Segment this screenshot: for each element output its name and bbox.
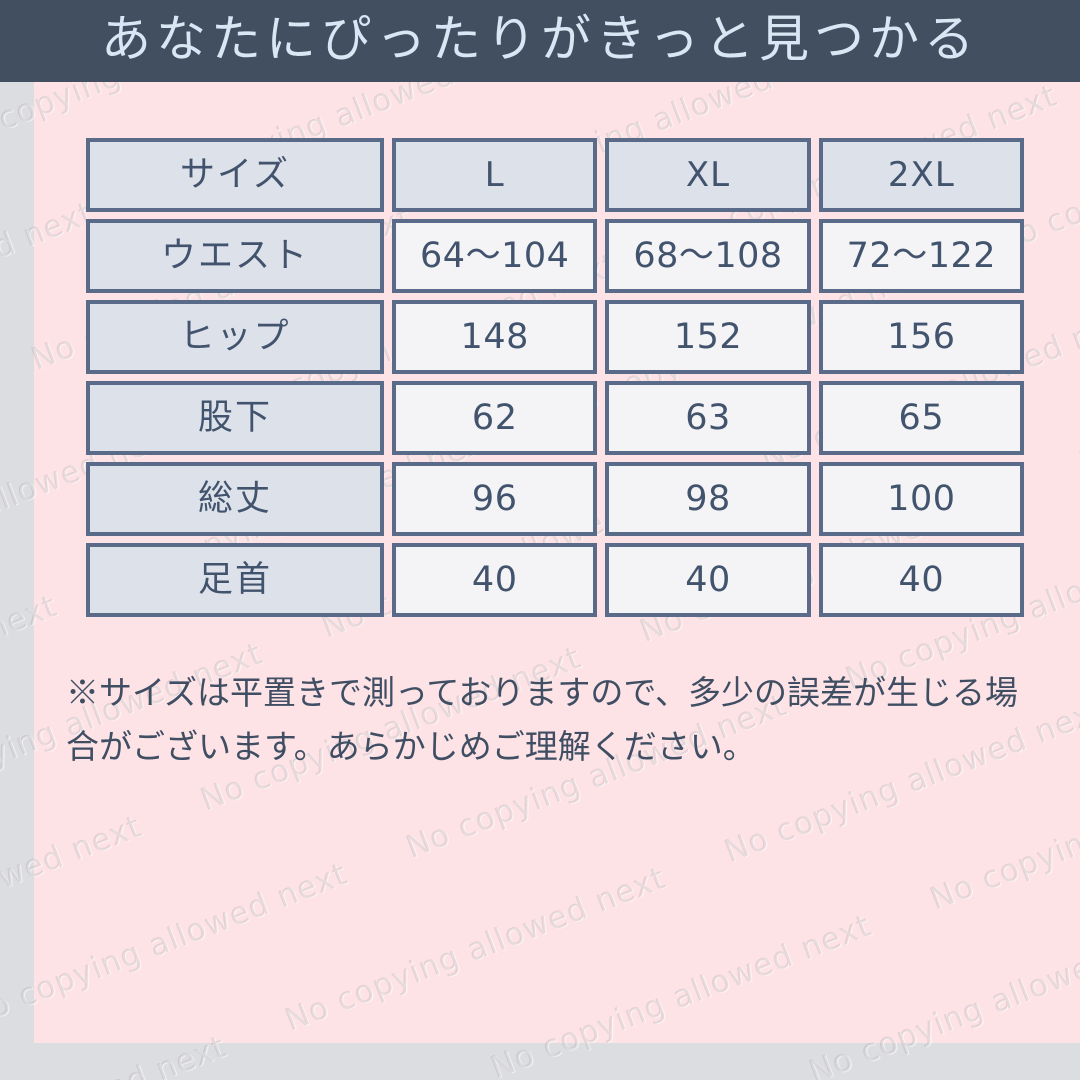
cell-hip-2xl: 156 [818,300,1024,374]
cell-inseam-l: 62 [392,381,598,455]
size-table: サイズ L XL 2XL ウエスト 64〜104 68〜108 72〜122 ヒ… [86,138,1024,617]
cell-total-length-l: 96 [392,462,598,536]
cell-ankle-xl: 40 [605,543,811,617]
cell-total-length-2xl: 100 [818,462,1024,536]
table-row: ウエスト 64〜104 68〜108 72〜122 [86,219,1024,293]
table-header-row: サイズ L XL 2XL [86,138,1024,212]
table-row: ヒップ 148 152 156 [86,300,1024,374]
row-label-total-length: 総丈 [86,462,385,536]
page-title: あなたにぴったりがきっと見つかる [101,10,979,68]
watermark-text: No copying allowed nextNo copying allowe… [37,1056,1080,1080]
row-label-inseam: 股下 [86,381,385,455]
cell-waist-l: 64〜104 [392,219,598,293]
table-row: 総丈 96 98 100 [86,462,1024,536]
row-label-waist: ウエスト [86,219,385,293]
cell-total-length-xl: 98 [605,462,811,536]
row-label-ankle: 足首 [86,543,385,617]
cell-waist-2xl: 72〜122 [818,219,1024,293]
table-row: 足首 40 40 40 [86,543,1024,617]
table-row: 股下 62 63 65 [86,381,1024,455]
cell-inseam-2xl: 65 [818,381,1024,455]
table-header-2xl: 2XL [818,138,1024,212]
cell-ankle-2xl: 40 [818,543,1024,617]
cell-hip-xl: 152 [605,300,811,374]
cell-hip-l: 148 [392,300,598,374]
table-header-xl: XL [605,138,811,212]
cell-ankle-l: 40 [392,543,598,617]
measurement-disclaimer: ※サイズは平置きで測っておりますので、多少の誤差が生じる場合がございます。あらか… [66,673,1019,766]
table-header-size: サイズ [86,138,385,212]
table-header-l: L [392,138,598,212]
cell-inseam-xl: 63 [605,381,811,455]
row-label-hip: ヒップ [86,300,385,374]
header-bar: あなたにぴったりがきっと見つかる [0,0,1080,82]
cell-waist-xl: 68〜108 [605,219,811,293]
